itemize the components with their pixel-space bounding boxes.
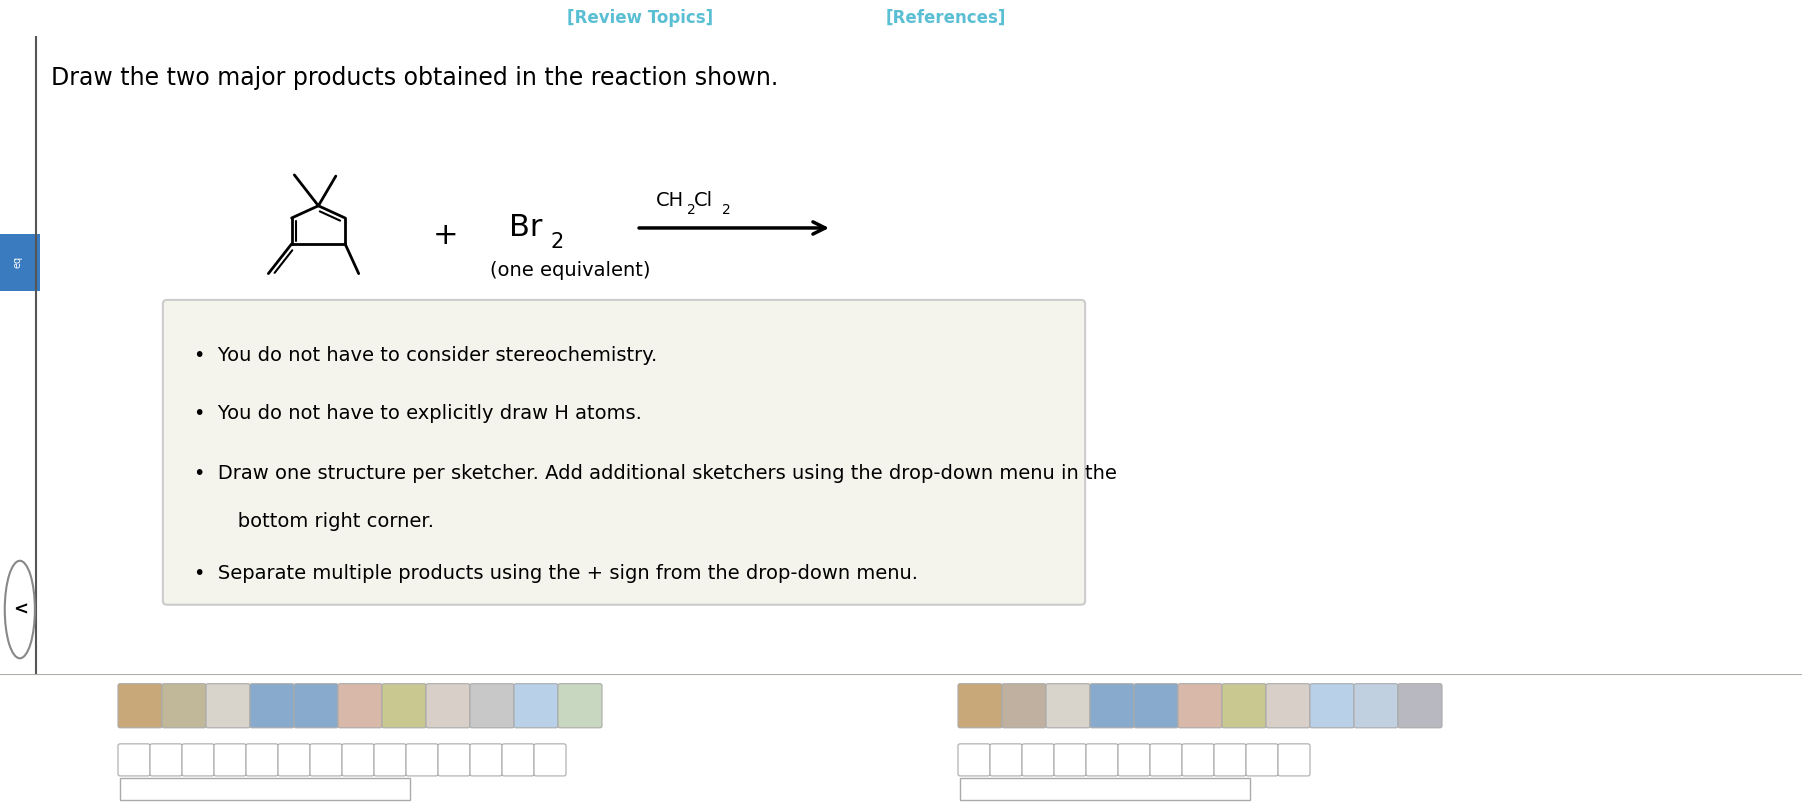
Bar xyxy=(0,233,40,291)
FancyBboxPatch shape xyxy=(959,683,1002,728)
FancyBboxPatch shape xyxy=(117,683,162,728)
Text: 2: 2 xyxy=(687,203,696,217)
FancyBboxPatch shape xyxy=(382,683,425,728)
FancyBboxPatch shape xyxy=(514,683,559,728)
FancyBboxPatch shape xyxy=(1398,683,1442,728)
FancyBboxPatch shape xyxy=(1310,683,1353,728)
Text: bottom right corner.: bottom right corner. xyxy=(195,512,434,531)
FancyBboxPatch shape xyxy=(559,683,602,728)
FancyBboxPatch shape xyxy=(470,744,503,776)
FancyBboxPatch shape xyxy=(1002,683,1045,728)
FancyBboxPatch shape xyxy=(1179,683,1222,728)
Text: [Review Topics]: [Review Topics] xyxy=(566,9,714,27)
FancyBboxPatch shape xyxy=(425,683,470,728)
Text: Br: Br xyxy=(510,213,542,242)
FancyBboxPatch shape xyxy=(342,744,375,776)
Text: •  You do not have to explicitly draw H atoms.: • You do not have to explicitly draw H a… xyxy=(195,404,642,423)
Text: •  Separate multiple products using the + sign from the drop-down menu.: • Separate multiple products using the +… xyxy=(195,565,919,583)
FancyBboxPatch shape xyxy=(503,744,533,776)
FancyBboxPatch shape xyxy=(1353,683,1398,728)
FancyBboxPatch shape xyxy=(150,744,182,776)
FancyBboxPatch shape xyxy=(1022,744,1054,776)
FancyBboxPatch shape xyxy=(278,744,310,776)
Text: •  You do not have to consider stereochemistry.: • You do not have to consider stereochem… xyxy=(195,346,658,366)
FancyBboxPatch shape xyxy=(1222,683,1267,728)
FancyBboxPatch shape xyxy=(1267,683,1310,728)
FancyBboxPatch shape xyxy=(1045,683,1090,728)
Text: Draw the two major products obtained in the reaction shown.: Draw the two major products obtained in … xyxy=(52,66,778,90)
FancyBboxPatch shape xyxy=(247,744,278,776)
FancyBboxPatch shape xyxy=(1182,744,1215,776)
Text: +: + xyxy=(432,221,458,250)
Text: (one equivalent): (one equivalent) xyxy=(490,261,651,281)
Text: 2: 2 xyxy=(723,203,732,217)
FancyBboxPatch shape xyxy=(375,744,405,776)
FancyBboxPatch shape xyxy=(310,744,342,776)
FancyBboxPatch shape xyxy=(959,744,989,776)
FancyBboxPatch shape xyxy=(339,683,382,728)
FancyBboxPatch shape xyxy=(1090,683,1133,728)
FancyBboxPatch shape xyxy=(162,300,1085,605)
FancyBboxPatch shape xyxy=(214,744,247,776)
Text: 2: 2 xyxy=(550,232,564,252)
FancyBboxPatch shape xyxy=(205,683,250,728)
FancyBboxPatch shape xyxy=(533,744,566,776)
Circle shape xyxy=(5,561,34,658)
Bar xyxy=(121,778,411,800)
FancyBboxPatch shape xyxy=(1150,744,1182,776)
Text: CH: CH xyxy=(656,192,685,210)
FancyBboxPatch shape xyxy=(117,744,150,776)
Text: •  Draw one structure per sketcher. Add additional sketchers using the drop-down: • Draw one structure per sketcher. Add a… xyxy=(195,464,1117,484)
FancyBboxPatch shape xyxy=(1245,744,1278,776)
Text: Cl: Cl xyxy=(694,192,714,210)
FancyBboxPatch shape xyxy=(162,683,205,728)
Text: <: < xyxy=(13,601,29,618)
FancyBboxPatch shape xyxy=(470,683,514,728)
FancyBboxPatch shape xyxy=(250,683,294,728)
FancyBboxPatch shape xyxy=(989,744,1022,776)
FancyBboxPatch shape xyxy=(1054,744,1087,776)
FancyBboxPatch shape xyxy=(294,683,339,728)
FancyBboxPatch shape xyxy=(1133,683,1179,728)
FancyBboxPatch shape xyxy=(1087,744,1117,776)
FancyBboxPatch shape xyxy=(182,744,214,776)
FancyBboxPatch shape xyxy=(1278,744,1310,776)
Bar xyxy=(960,778,1251,800)
FancyBboxPatch shape xyxy=(1215,744,1245,776)
Text: eq: eq xyxy=(13,257,23,269)
FancyBboxPatch shape xyxy=(438,744,470,776)
FancyBboxPatch shape xyxy=(405,744,438,776)
FancyBboxPatch shape xyxy=(1117,744,1150,776)
Text: [References]: [References] xyxy=(887,9,1006,27)
